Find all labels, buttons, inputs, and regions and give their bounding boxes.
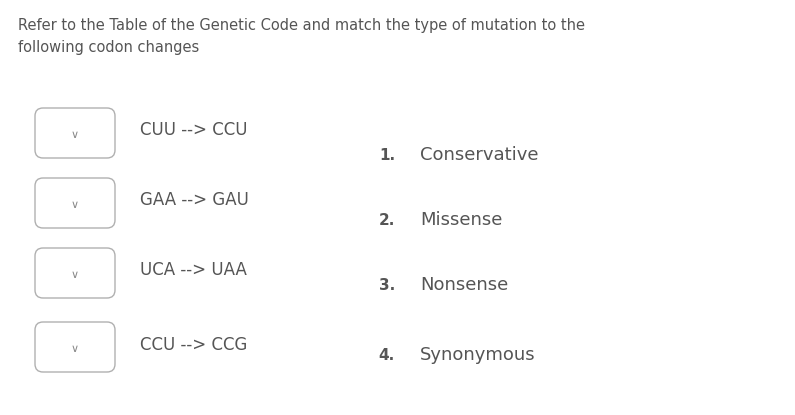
- Text: GAA --> GAU: GAA --> GAU: [140, 191, 249, 209]
- Text: Refer to the Table of the Genetic Code and match the type of mutation to the
fol: Refer to the Table of the Genetic Code a…: [18, 18, 585, 55]
- Text: 1.: 1.: [379, 147, 395, 163]
- Text: 4.: 4.: [378, 347, 395, 362]
- Text: 3.: 3.: [378, 278, 395, 293]
- Text: ∨: ∨: [71, 130, 79, 140]
- Text: Conservative: Conservative: [420, 146, 538, 164]
- Text: CUU --> CCU: CUU --> CCU: [140, 121, 247, 139]
- Text: 2.: 2.: [378, 212, 395, 227]
- Text: Nonsense: Nonsense: [420, 276, 508, 294]
- FancyBboxPatch shape: [35, 108, 115, 158]
- Text: ∨: ∨: [71, 200, 79, 210]
- Text: CCU --> CCG: CCU --> CCG: [140, 336, 247, 354]
- Text: ∨: ∨: [71, 270, 79, 280]
- FancyBboxPatch shape: [35, 322, 115, 372]
- Text: ∨: ∨: [71, 344, 79, 354]
- Text: Synonymous: Synonymous: [420, 346, 536, 364]
- FancyBboxPatch shape: [35, 178, 115, 228]
- Text: UCA --> UAA: UCA --> UAA: [140, 261, 247, 279]
- FancyBboxPatch shape: [35, 248, 115, 298]
- Text: Missense: Missense: [420, 211, 502, 229]
